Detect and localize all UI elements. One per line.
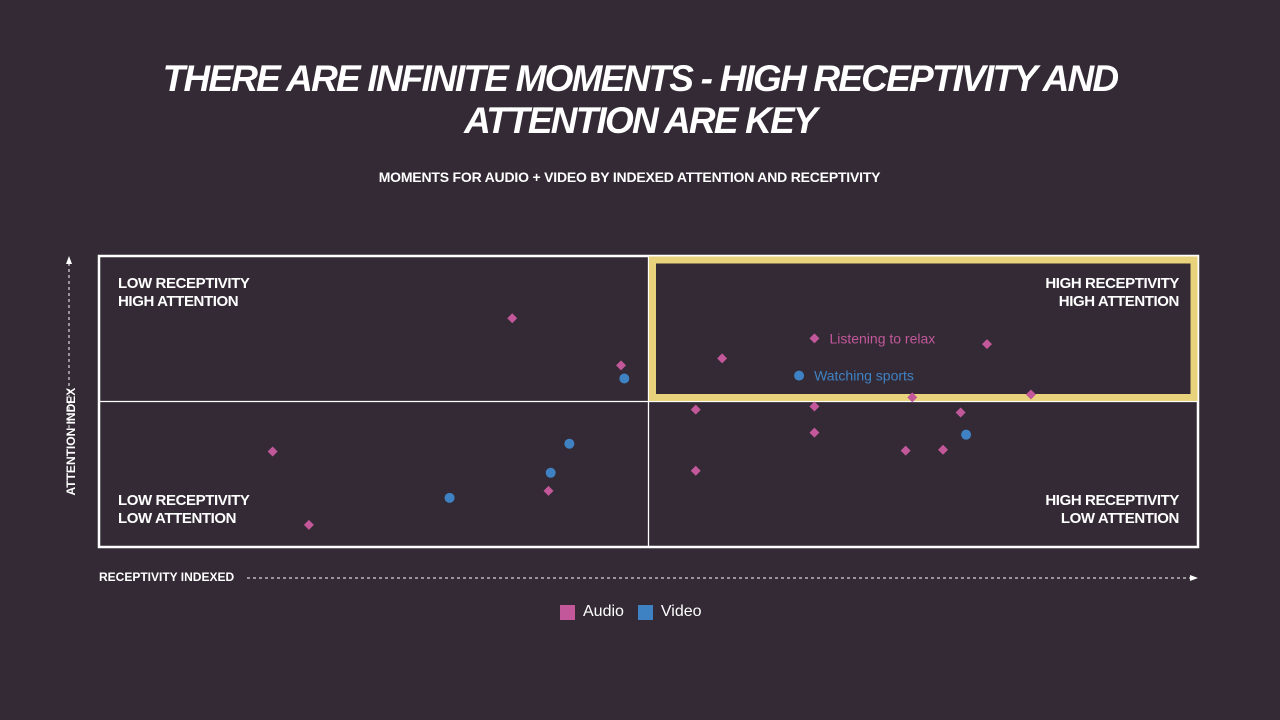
legend-label-video: Video bbox=[660, 603, 702, 620]
quadrant-label-bottom-right-1: LOW ATTENTION bbox=[1061, 510, 1179, 527]
quadrant-label-bottom-left-0: LOW RECEPTIVITY bbox=[118, 492, 250, 509]
audio-point-10 bbox=[809, 427, 820, 438]
audio-point-14 bbox=[267, 446, 278, 457]
quadrant-label-bottom-right-0: HIGH RECEPTIVITY bbox=[1045, 492, 1179, 509]
y-axis-label: ATTENTION INDEX bbox=[64, 388, 78, 496]
quadrant-plot-area bbox=[97, 254, 1200, 549]
y-axis-arrowhead bbox=[66, 256, 72, 264]
audio-point-0 bbox=[507, 313, 518, 324]
chart-subtitle: MOMENTS FOR AUDIO + VIDEO BY INDEXED ATT… bbox=[378, 169, 881, 185]
video-point-5 bbox=[961, 429, 972, 440]
video-point-2 bbox=[564, 438, 575, 449]
audio-point-6 bbox=[907, 392, 918, 403]
x-axis-arrowhead bbox=[1190, 575, 1198, 581]
audio-point-2 bbox=[717, 353, 728, 364]
audio-point-12 bbox=[938, 444, 949, 455]
quadrant-label-top-right-1: HIGH ATTENTION bbox=[1059, 293, 1179, 310]
legend-item-video: Video bbox=[637, 603, 702, 621]
audio-point-8 bbox=[809, 401, 820, 412]
video-point-1 bbox=[794, 370, 805, 381]
x-axis-label: RECEPTIVITY INDEXED bbox=[99, 570, 234, 584]
quadrant-label-bottom-left-1: LOW ATTENTION bbox=[118, 510, 236, 527]
data-points: Listening to relax Watching sports bbox=[267, 313, 1036, 530]
legend-item-audio: Audio bbox=[560, 603, 624, 621]
chart-legend: Audio Video bbox=[560, 603, 716, 621]
page-title-line-1: THERE ARE INFINITE MOMENTS - HIGH RECEPT… bbox=[162, 58, 1120, 99]
audio-point-11 bbox=[900, 445, 911, 456]
audio-point-3 bbox=[809, 333, 820, 344]
quadrant-label-top-left-1: HIGH ATTENTION bbox=[118, 293, 238, 310]
video-legend-swatch bbox=[637, 604, 653, 620]
axis-labels: ATTENTION INDEX RECEPTIVITY INDEXED bbox=[64, 256, 1198, 584]
audio-point-4 bbox=[981, 339, 992, 350]
audio-point-label-3: Listening to relax bbox=[829, 330, 935, 346]
quadrant-label-top-right-0: HIGH RECEPTIVITY bbox=[1045, 275, 1179, 292]
audio-point-13 bbox=[690, 465, 701, 476]
page-title-line-2: ATTENTION ARE KEY bbox=[464, 100, 818, 141]
audio-point-15 bbox=[543, 485, 554, 496]
audio-point-16 bbox=[303, 519, 314, 530]
audio-point-1 bbox=[616, 360, 627, 371]
video-point-label-1: Watching sports bbox=[814, 368, 914, 384]
quadrant-label-top-left-0: LOW RECEPTIVITY bbox=[118, 275, 250, 292]
page-title: THERE ARE INFINITE MOMENTS - HIGH RECEPT… bbox=[0, 58, 1280, 142]
audio-legend-swatch bbox=[560, 604, 575, 620]
audio-point-5 bbox=[1025, 389, 1036, 400]
video-point-3 bbox=[545, 467, 556, 478]
audio-point-7 bbox=[690, 404, 701, 415]
highlight-box bbox=[649, 256, 1198, 401]
video-point-0 bbox=[619, 373, 630, 384]
audio-point-9 bbox=[955, 407, 966, 418]
video-point-4 bbox=[444, 492, 455, 503]
legend-label-audio: Audio bbox=[583, 603, 624, 620]
